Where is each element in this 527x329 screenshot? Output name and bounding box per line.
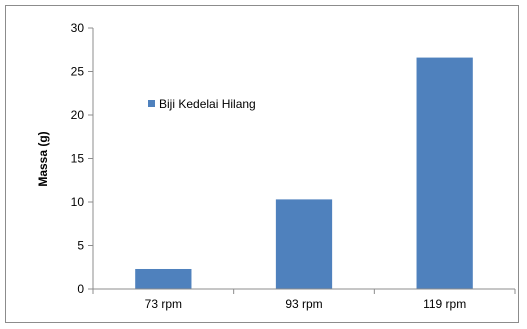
y-tick-label: 20	[71, 108, 85, 122]
bar-119-rpm	[416, 57, 473, 289]
y-tick-label: 30	[71, 21, 85, 35]
bar-93-rpm	[275, 199, 333, 289]
x-tick-label: 93 rpm	[285, 297, 322, 311]
legend-label: Biji Kedelai Hilang	[159, 97, 256, 111]
legend: Biji Kedelai Hilang	[148, 97, 256, 111]
y-tick-label: 0	[77, 282, 84, 296]
y-axis-title: Massa (g)	[36, 131, 50, 186]
y-tick-label: 5	[77, 239, 84, 253]
y-tick-label: 25	[71, 65, 85, 79]
bar-73-rpm	[135, 268, 192, 289]
y-tick-label: 15	[71, 152, 85, 166]
bars	[135, 57, 473, 289]
x-tick-label: 119 rpm	[423, 297, 466, 311]
legend-swatch	[148, 100, 155, 107]
x-tick-label: 73 rpm	[145, 297, 182, 311]
x-axis-ticks: 73 rpm 93 rpm 119 rpm	[92, 289, 516, 311]
y-tick-label: 10	[71, 195, 85, 209]
y-axis-ticks: 0 5 10 15 20 25 30	[71, 21, 93, 296]
